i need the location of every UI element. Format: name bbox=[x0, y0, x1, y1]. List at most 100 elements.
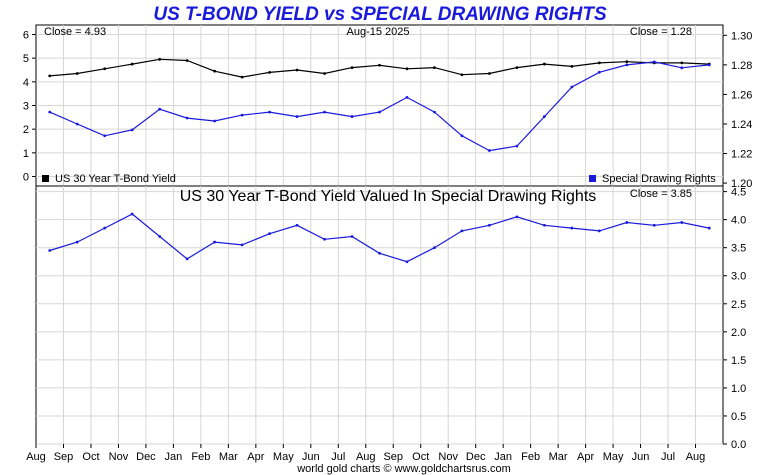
x-tick-label: Jun bbox=[302, 451, 320, 463]
bottom-right-tick-label: 0.0 bbox=[731, 439, 746, 451]
chart-title: US T-BOND YIELD vs SPECIAL DRAWING RIGHT… bbox=[153, 4, 607, 25]
tbond-yield-point bbox=[597, 61, 601, 65]
x-tick-label: May bbox=[603, 451, 624, 463]
tbond-yield-point bbox=[570, 65, 574, 68]
x-tick-label: Mar bbox=[549, 451, 568, 463]
top-date-label: Aug-15 2025 bbox=[347, 26, 410, 38]
top-left-axis: 0 1 2 3 4 5 6 bbox=[23, 29, 36, 184]
tbond-in-sdr-point bbox=[433, 246, 436, 250]
legend-swatch-sdr bbox=[589, 175, 596, 182]
tbond-yield-point bbox=[75, 72, 79, 75]
sdr-point bbox=[570, 85, 574, 89]
sdr-point bbox=[488, 149, 491, 152]
top-left-close: Close = 4.93 bbox=[44, 26, 106, 38]
legend-label-sdr: Special Drawing Rights bbox=[602, 173, 716, 185]
sdr-point bbox=[433, 110, 436, 114]
tbond-yield-point bbox=[48, 74, 52, 78]
tbond-in-sdr-point bbox=[460, 229, 464, 233]
x-tick-label: Jan bbox=[494, 451, 512, 463]
sdr-point bbox=[378, 110, 381, 114]
top-left-tick-label: 5 bbox=[23, 53, 29, 65]
bottom-right-tick-label: 3.0 bbox=[731, 271, 746, 283]
sdr-point bbox=[75, 122, 79, 126]
tbond-in-sdr-point bbox=[350, 235, 354, 238]
x-tick-label: Jun bbox=[632, 451, 650, 463]
x-tick-label: Apr bbox=[247, 451, 264, 463]
top-right-axis: 1.20 1.22 1.24 1.26 1.28 1.30 bbox=[723, 30, 752, 190]
top-left-tick-label: 6 bbox=[23, 29, 29, 41]
tbond-yield-point bbox=[240, 75, 244, 79]
x-tick-label: Jul bbox=[331, 451, 345, 463]
sdr-point bbox=[652, 60, 656, 64]
x-tick-label: Sep bbox=[383, 451, 403, 463]
sdr-point bbox=[405, 95, 409, 99]
tbond-in-sdr-point bbox=[158, 235, 162, 238]
top-left-tick-label: 0 bbox=[23, 172, 29, 184]
top-series-group bbox=[48, 57, 711, 152]
bottom-panel-title: US 30 Year T-Bond Yield Valued In Specia… bbox=[180, 188, 597, 205]
tbond-in-sdr-point bbox=[268, 232, 271, 236]
tbond-in-sdr-point bbox=[542, 223, 546, 227]
tbond-in-sdr-point bbox=[295, 223, 299, 227]
top-left-tick-label: 2 bbox=[23, 124, 29, 136]
x-axis: Aug Sep Oct Nov Dec Jan Feb Mar Apr May Jun Jul Aug S… bbox=[26, 444, 705, 463]
sdr-point bbox=[130, 128, 134, 132]
tbond-yield-point bbox=[625, 60, 629, 64]
tbond-yield-point bbox=[405, 67, 409, 71]
top-left-tick-label: 1 bbox=[23, 148, 29, 160]
tbond-yield-point bbox=[130, 62, 134, 66]
tbond-yield-point bbox=[488, 72, 491, 75]
sdr-point bbox=[240, 113, 244, 117]
bottom-right-tick-label: 1.5 bbox=[731, 355, 746, 367]
tbond-yield-point bbox=[515, 66, 519, 70]
x-tick-label: Oct bbox=[82, 451, 99, 463]
x-tick-label: Aug bbox=[686, 451, 706, 463]
x-tick-label: Nov bbox=[438, 451, 458, 463]
sdr-point bbox=[515, 144, 519, 148]
bottom-series-group bbox=[48, 212, 711, 264]
tbond-in-sdr-point bbox=[680, 221, 684, 224]
sdr-point bbox=[542, 115, 546, 118]
tbond-in-sdr-point bbox=[185, 257, 189, 261]
top-right-tick-label: 1.26 bbox=[731, 89, 752, 101]
tbond-yield-point bbox=[103, 67, 107, 71]
bottom-panel: 0.0 0.5 1.0 1.5 2.0 2.5 3.0 3.5 4.0 4.5 US 30 Yea… bbox=[26, 185, 746, 463]
tbond-in-sdr-point bbox=[625, 221, 629, 224]
sdr-point bbox=[323, 110, 326, 114]
tbond-yield-point bbox=[213, 69, 217, 73]
top-right-tick-label: 1.20 bbox=[731, 178, 752, 190]
tbond-yield-point bbox=[378, 63, 381, 67]
tbond-yield-point bbox=[460, 73, 464, 77]
x-tick-label: Jan bbox=[165, 451, 183, 463]
tbond-yield-point bbox=[680, 61, 684, 65]
tbond-yield-point bbox=[323, 72, 326, 75]
bottom-right-tick-label: 3.5 bbox=[731, 243, 746, 255]
tbond-yield-point bbox=[185, 59, 189, 62]
x-tick-label: Mar bbox=[219, 451, 238, 463]
tbond-in-sdr-point bbox=[75, 240, 79, 244]
legend-label-tbond: US 30 Year T-Bond Yield bbox=[55, 173, 176, 185]
x-tick-label: Dec bbox=[466, 451, 486, 463]
tbond-yield-point bbox=[295, 68, 299, 72]
x-tick-label: May bbox=[273, 451, 294, 463]
tbond-in-sdr-point bbox=[597, 229, 601, 233]
bottom-close: Close = 3.85 bbox=[630, 188, 692, 200]
x-tick-label: Aug bbox=[26, 451, 46, 463]
sdr-point bbox=[213, 119, 217, 123]
x-tick-label: Oct bbox=[412, 451, 429, 463]
top-left-tick-label: 4 bbox=[23, 77, 29, 89]
sdr-point bbox=[48, 110, 52, 114]
top-right-tick-label: 1.30 bbox=[731, 30, 752, 42]
tbond-in-sdr-point bbox=[378, 251, 381, 255]
bottom-right-tick-label: 2.0 bbox=[731, 327, 746, 339]
x-tick-label: Feb bbox=[521, 451, 540, 463]
bottom-right-tick-label: 4.0 bbox=[731, 215, 746, 227]
top-grid bbox=[36, 25, 723, 186]
top-right-tick-label: 1.24 bbox=[731, 119, 752, 131]
sdr-point bbox=[268, 110, 271, 114]
tbond-in-sdr-point bbox=[130, 212, 134, 216]
sdr-point bbox=[460, 134, 464, 138]
tbond-yield-point bbox=[542, 62, 546, 66]
tbond-in-sdr-point bbox=[707, 226, 711, 230]
